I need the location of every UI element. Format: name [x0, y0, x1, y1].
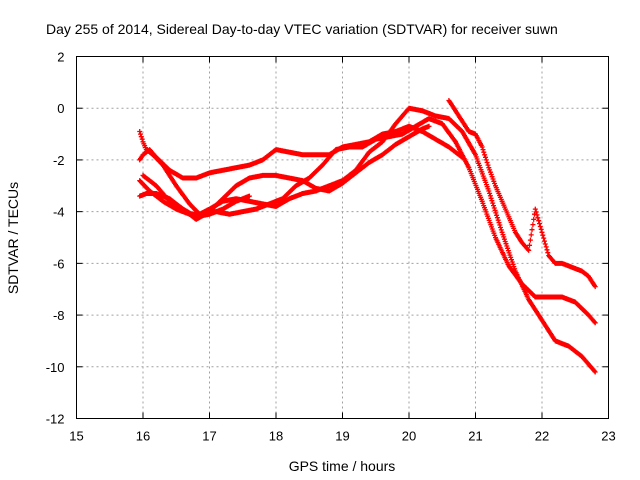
x-tick-label: 16 [136, 429, 150, 444]
series-markers [446, 98, 598, 290]
y-tick-label: -8 [53, 308, 65, 323]
x-tick-label: 18 [269, 429, 283, 444]
chart-title: Day 255 of 2014, Sidereal Day-to-day VTE… [46, 21, 558, 37]
x-axis-label: GPS time / hours [289, 458, 396, 474]
x-tick-label: 20 [402, 429, 416, 444]
x-tick-label: 23 [601, 429, 615, 444]
y-tick-label: -10 [46, 360, 65, 375]
data-series [137, 98, 598, 375]
series-track-e [140, 172, 252, 220]
y-tick-label: -2 [53, 153, 65, 168]
series-track-f [446, 98, 598, 290]
y-tick-label: -12 [46, 412, 65, 427]
x-tick-label: 17 [202, 429, 216, 444]
y-tick-label: -4 [53, 205, 65, 220]
x-tick-label: 22 [535, 429, 549, 444]
y-tick-label: 2 [57, 50, 64, 65]
y-tick-label: 0 [57, 101, 64, 116]
y-tick-labels: 2 0 -2 -4 -6 -8 -10 -12 [46, 50, 65, 427]
axis-ticks [76, 56, 609, 419]
grid-lines [76, 56, 609, 419]
y-tick-label: -6 [53, 256, 65, 271]
x-tick-label: 21 [468, 429, 482, 444]
series-markers [140, 172, 252, 220]
y-axis-label: SDTVAR / TECUs [5, 182, 21, 294]
x-tick-labels: 15 16 17 18 19 20 21 22 23 [69, 429, 615, 444]
x-tick-label: 15 [69, 429, 83, 444]
x-tick-label: 19 [335, 429, 349, 444]
